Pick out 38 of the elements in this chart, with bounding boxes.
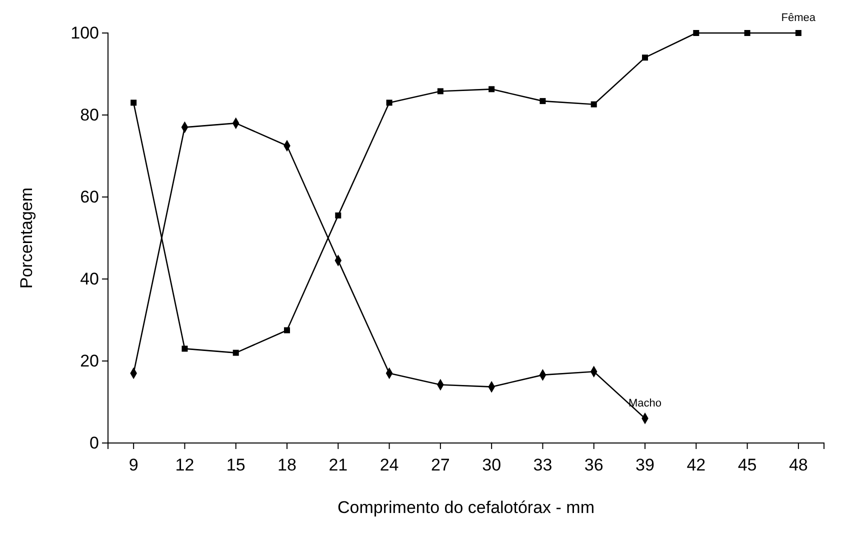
point xyxy=(540,98,546,104)
point xyxy=(386,100,392,106)
point xyxy=(590,101,597,108)
x-tick-label: 15 xyxy=(226,456,246,475)
x-tick-label: 33 xyxy=(533,456,552,475)
x-tick-label: 30 xyxy=(482,456,502,475)
y-tick-label: 100 xyxy=(70,23,99,42)
y-tick-label: 80 xyxy=(80,105,99,124)
point xyxy=(693,30,700,36)
series-label: Macho xyxy=(628,397,662,410)
x-tick-label: 12 xyxy=(175,456,194,475)
x-tick-label: 9 xyxy=(128,456,138,475)
x-tick-label: 42 xyxy=(686,456,706,475)
x-tick-label: 24 xyxy=(380,456,399,475)
x-tick-label: 27 xyxy=(430,456,450,475)
y-tick-label: 60 xyxy=(80,187,99,206)
series-label: Fêmea xyxy=(781,12,816,24)
point xyxy=(182,346,188,352)
y-tick-label: 20 xyxy=(80,351,99,370)
y-tick-label: 40 xyxy=(80,269,99,288)
point xyxy=(284,327,290,334)
point xyxy=(795,30,802,36)
point xyxy=(130,100,137,106)
point xyxy=(335,212,342,218)
y-axis-title: Porcentagem xyxy=(17,187,36,289)
y-tick-label: 0 xyxy=(90,433,99,452)
x-axis-title: Comprimento do cefalotórax - mm xyxy=(338,498,594,517)
point xyxy=(744,30,750,36)
x-tick-label: 21 xyxy=(328,456,348,475)
point xyxy=(488,86,495,92)
x-tick-label: 18 xyxy=(278,456,296,475)
point xyxy=(232,350,239,356)
x-tick-label: 36 xyxy=(584,456,604,475)
point xyxy=(642,54,648,61)
x-tick-label: 39 xyxy=(636,456,654,475)
x-tick-label: 45 xyxy=(738,456,757,475)
point xyxy=(437,88,444,94)
x-tick-label: 48 xyxy=(788,456,808,475)
